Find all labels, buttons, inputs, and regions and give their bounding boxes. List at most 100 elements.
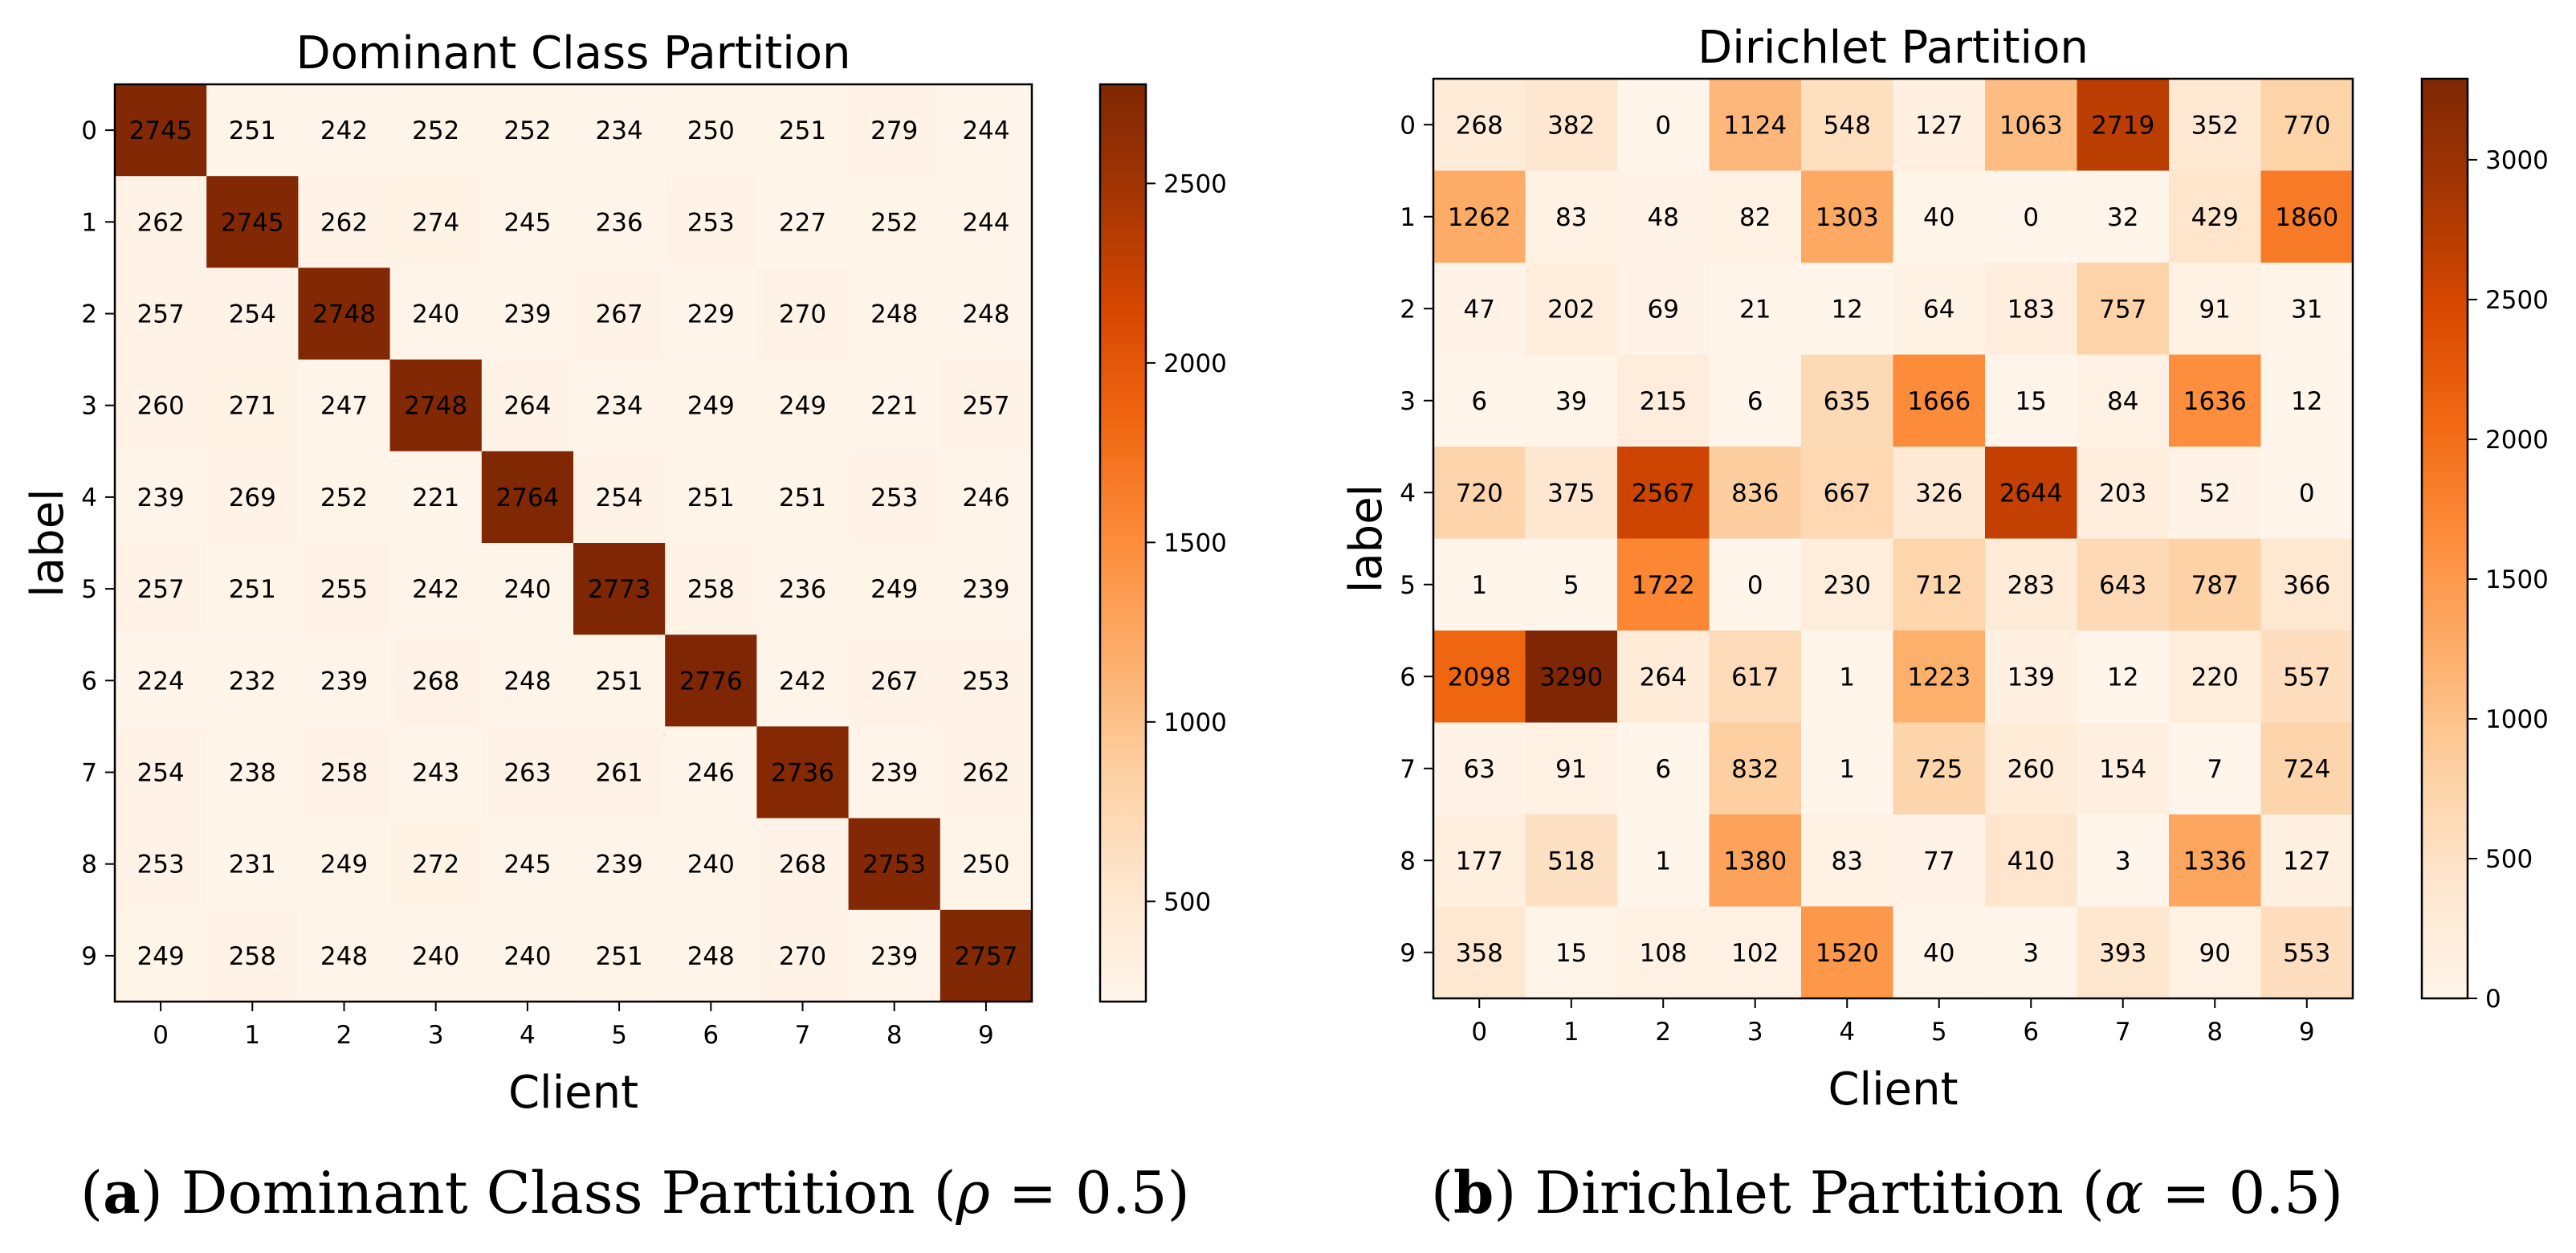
heatmap-cell (389, 635, 483, 727)
heatmap-cell (573, 451, 666, 544)
cell-value-label: 635 (1824, 387, 1871, 416)
cell-value-label: 326 (1915, 479, 1963, 508)
cell-value-label: 12 (2291, 387, 2322, 416)
heatmap-cell (1709, 538, 1802, 631)
heatmap-cell (848, 726, 941, 819)
heatmap-cell (573, 267, 666, 361)
cell-value-label: 1063 (1999, 111, 2063, 140)
heatmap-cell (1709, 631, 1802, 724)
heatmap-cell (481, 818, 574, 911)
y-tick-label: 1 (1400, 203, 1416, 232)
cell-value-label: 268 (412, 667, 459, 696)
cell-value-label: 251 (596, 942, 643, 971)
cell-value-label: 127 (2283, 847, 2330, 875)
heatmap-cell (2260, 79, 2354, 172)
heatmap-cell (1801, 447, 1894, 540)
heatmap-cell (573, 543, 666, 635)
heatmap-cell (481, 635, 574, 727)
y-tick-label: 6 (81, 667, 97, 696)
x-tick-label: 0 (1471, 1018, 1487, 1047)
heatmap-cell (1433, 722, 1526, 815)
y-tick-label: 4 (1400, 479, 1416, 508)
cell-value-label: 382 (1547, 111, 1595, 140)
heatmap-cell (389, 267, 483, 361)
colorbar-tick-label: 2500 (2485, 286, 2549, 315)
cell-value-label: 257 (137, 300, 185, 329)
cell-value-label: 261 (596, 759, 643, 788)
cell-value-label: 247 (320, 392, 368, 421)
heatmap-cell (2260, 722, 2354, 815)
cell-value-label: 220 (2191, 663, 2239, 692)
cell-value-label: 1 (1655, 847, 1671, 875)
heatmap-cell (756, 909, 850, 1002)
cell-value-label: 724 (2283, 755, 2330, 784)
y-tick-label: 5 (81, 575, 97, 604)
x-tick-label: 0 (153, 1021, 169, 1050)
cell-value-label: 231 (229, 851, 276, 880)
cell-value-label: 244 (962, 208, 1009, 237)
cell-value-label: 245 (503, 208, 551, 237)
cell-value-label: 274 (412, 208, 459, 237)
cell-value-label: 0 (2299, 479, 2315, 508)
cell-value-label: 84 (2107, 387, 2138, 416)
colorbar-tick-label: 1500 (1164, 529, 1227, 557)
heatmap-cell (1801, 722, 1894, 815)
cell-value-label: 183 (2007, 295, 2055, 324)
cell-value-label: 251 (779, 484, 826, 512)
cell-value-label: 271 (229, 392, 276, 421)
cell-value-label: 234 (596, 392, 643, 421)
heatmap-cell (1709, 722, 1802, 815)
heatmap-cell (206, 451, 299, 544)
cell-value-label: 557 (2283, 663, 2330, 692)
y-tick-label: 4 (81, 484, 97, 512)
heatmap-cell (1893, 263, 1986, 356)
heatmap-cell (2260, 906, 2354, 999)
cell-value-label: 267 (870, 667, 918, 696)
heatmap-cell (848, 818, 941, 911)
cell-value-label: 221 (870, 392, 918, 421)
cell-value-label: 260 (137, 392, 185, 421)
heatmap-cell (1709, 447, 1802, 540)
heatmap-cell (573, 635, 666, 727)
heatmap-cell (2260, 631, 2354, 724)
x-axis-label: Client (1828, 1063, 1958, 1116)
cell-value-label: 263 (503, 759, 551, 788)
cell-value-label: 270 (779, 300, 826, 329)
cell-value-label: 712 (1915, 571, 1963, 600)
heatmap-cell (2260, 447, 2354, 540)
heatmap-cell (115, 359, 207, 452)
cell-value-label: 2745 (221, 208, 284, 237)
cell-value-label: 227 (779, 208, 826, 237)
heatmap-cell (2260, 814, 2354, 908)
heatmap-cell (1617, 906, 1710, 999)
heatmap-cell (756, 451, 850, 544)
heatmap-cell (298, 818, 391, 911)
heatmap-cell (1617, 79, 1710, 172)
heatmap-cell (206, 726, 299, 819)
heatmap-cell (2169, 631, 2262, 724)
cell-value-label: 257 (962, 392, 1009, 421)
heatmap-cell (1617, 447, 1710, 540)
heatmap-cell (1985, 354, 2078, 447)
heatmap-cell (1709, 79, 1802, 172)
cell-value-label: 239 (596, 851, 643, 880)
heatmap-cell (665, 451, 757, 544)
cell-value-label: 202 (1547, 295, 1595, 324)
cell-value-label: 239 (962, 575, 1009, 604)
cell-value-label: 393 (2099, 939, 2146, 968)
heatmap-cell (389, 909, 483, 1002)
heatmap-cell (1617, 170, 1710, 263)
cell-value-label: 239 (320, 667, 368, 696)
cell-value-label: 248 (962, 300, 1009, 329)
cell-value-label: 1520 (1816, 939, 1879, 968)
heatmap-cell (1525, 170, 1618, 263)
cell-value-label: 245 (503, 851, 551, 880)
heatmap-cell (1893, 538, 1986, 631)
cell-value-label: 177 (1456, 847, 1503, 875)
heatmap-cell (940, 359, 1033, 452)
heatmap-cell (1525, 447, 1618, 540)
heatmap-cell (298, 635, 391, 727)
cell-value-label: 2719 (2091, 111, 2154, 140)
heatmap-cell (298, 543, 391, 635)
